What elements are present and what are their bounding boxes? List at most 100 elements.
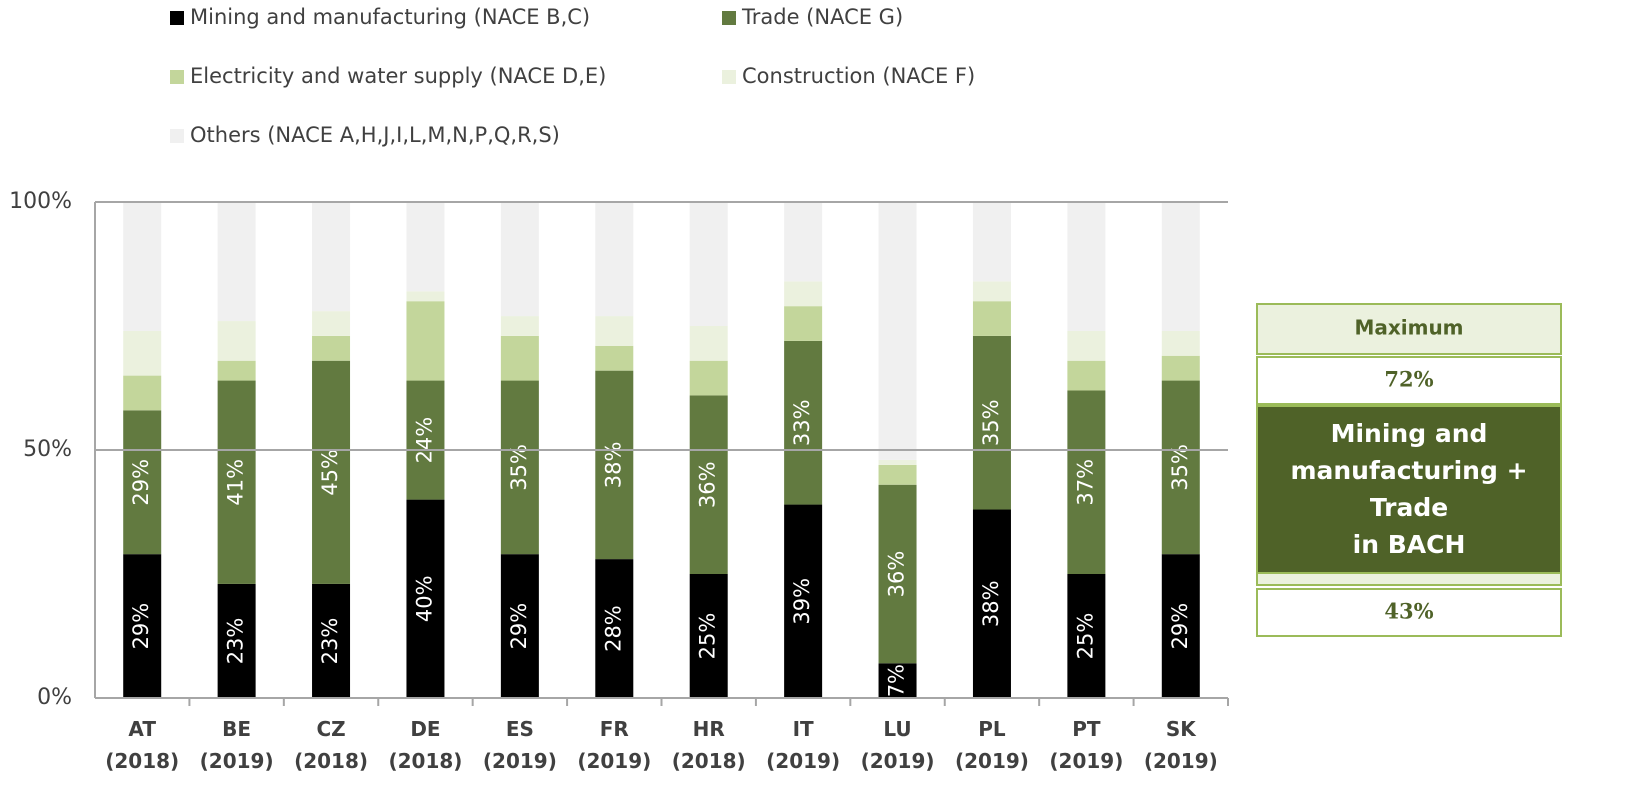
panel-title-line: Mining and: [1331, 419, 1488, 448]
value-label: 35%: [507, 444, 531, 491]
bar-segment: [1161, 380, 1200, 555]
bar-segment: [500, 202, 539, 317]
bar-segment: [595, 345, 634, 371]
value-label: 38%: [601, 442, 625, 489]
value-label: 23%: [224, 618, 248, 665]
x-tick-label: SK (2019): [1144, 717, 1218, 773]
panel-header: Maximum: [1354, 316, 1463, 340]
bar-segment: [406, 291, 445, 302]
bar-segment: [1067, 574, 1106, 698]
bar-segment: [878, 459, 917, 465]
value-label: 7%: [885, 664, 909, 697]
bar-segment: [972, 509, 1011, 698]
value-label: 41%: [224, 459, 248, 506]
value-label: 28%: [601, 605, 625, 652]
bar-segment: [500, 335, 539, 381]
y-tick-label: 0%: [37, 685, 72, 710]
bar-segment: [689, 202, 728, 326]
x-tick-label: PL (2019): [955, 717, 1029, 773]
bar-segment: [406, 380, 445, 500]
legend-swatch: [722, 70, 736, 84]
value-label: 40%: [412, 575, 436, 622]
legend-label: Others (NACE A,H,J,I,L,M,N,P,Q,R,S): [190, 123, 560, 147]
bar-segment: [500, 380, 539, 555]
panel-title: Mining and manufacturing + Trade in BACH: [1290, 419, 1527, 559]
x-tick-label: DE (2018): [388, 717, 462, 773]
y-tick-label: 100%: [9, 189, 72, 214]
bar-segment: [878, 202, 917, 460]
panel-title-box: [1256, 405, 1562, 574]
bar-segment: [595, 559, 634, 698]
value-label: 38%: [979, 580, 1003, 627]
x-tick-label: AT (2018): [105, 717, 179, 773]
bar-segment: [784, 281, 823, 307]
value-label: 35%: [979, 399, 1003, 446]
legend-swatch: [722, 11, 736, 25]
y-tick-label: 50%: [23, 437, 72, 462]
bar-segment: [217, 380, 256, 584]
bar-segment: [1067, 390, 1106, 574]
bar-segment: [1067, 202, 1106, 331]
value-label: 45%: [318, 449, 342, 496]
value-label: 36%: [885, 551, 909, 598]
bar-segment: [217, 583, 256, 698]
bar-segment: [972, 202, 1011, 282]
value-label: 23%: [318, 618, 342, 665]
bar-segment: [689, 360, 728, 396]
bar-segment: [878, 663, 917, 698]
bar-segment: [500, 554, 539, 698]
panel-title-line: manufacturing +: [1290, 456, 1527, 485]
value-label: 35%: [1168, 444, 1192, 491]
bar-segment: [1161, 554, 1200, 698]
bar-segment: [406, 499, 445, 698]
x-tick-label: ES (2019): [483, 717, 557, 773]
legend-label: Trade (NACE G): [741, 5, 903, 29]
value-label: 29%: [129, 603, 153, 650]
bar-segment: [217, 360, 256, 381]
bar-segment: [123, 375, 162, 411]
value-label: 24%: [412, 417, 436, 464]
value-label: 29%: [129, 459, 153, 506]
bar-segment: [1161, 330, 1200, 356]
panel-header-box: [1256, 303, 1562, 355]
plot: 29% 29% 23% 41% 23% 45% 40% 24% 29% 35% 28% 38% 25% 3…: [123, 202, 1200, 698]
panel-min-box: [1256, 588, 1562, 637]
bar-segment: [878, 464, 917, 485]
legend-label: Electricity and water supply (NACE D,E): [190, 64, 606, 88]
legend-label: Mining and manufacturing (NACE B,C): [190, 5, 590, 29]
bar-segment: [1161, 355, 1200, 381]
x-tick-label: CZ (2018): [294, 717, 368, 773]
panel-title-line: Trade: [1370, 493, 1448, 522]
bar-segment: [123, 554, 162, 698]
bar-segment: [406, 202, 445, 292]
value-label: 29%: [1168, 603, 1192, 650]
bar-segment: [312, 202, 351, 312]
value-label: 33%: [790, 399, 814, 446]
legend-swatch: [170, 70, 184, 84]
legend-swatch: [170, 11, 184, 25]
x-tick-label: IT (2019): [766, 717, 840, 773]
panel-title-line: in BACH: [1353, 530, 1466, 559]
bar-segment: [784, 306, 823, 341]
bar-segment: [1067, 360, 1106, 391]
x-tick-label: HR (2018): [672, 717, 746, 773]
bar-segment: [689, 326, 728, 361]
legend-swatch: [170, 129, 184, 143]
x-tick-label: FR (2019): [577, 717, 651, 773]
bar-segment: [595, 202, 634, 317]
bar-segment: [784, 202, 823, 282]
bar-segment: [123, 410, 162, 555]
value-label: 25%: [1073, 613, 1097, 660]
value-label: 37%: [1073, 459, 1097, 506]
bar-segment: [689, 395, 728, 574]
bar-segment: [312, 335, 351, 361]
bar-segment: [217, 202, 256, 322]
bar-segment: [123, 202, 162, 331]
panel-max: 72%: [1384, 367, 1433, 392]
value-label: 39%: [790, 578, 814, 625]
bar-segment: [689, 574, 728, 698]
x-tick-label: PT (2019): [1049, 717, 1123, 773]
bar-segment: [972, 301, 1011, 336]
